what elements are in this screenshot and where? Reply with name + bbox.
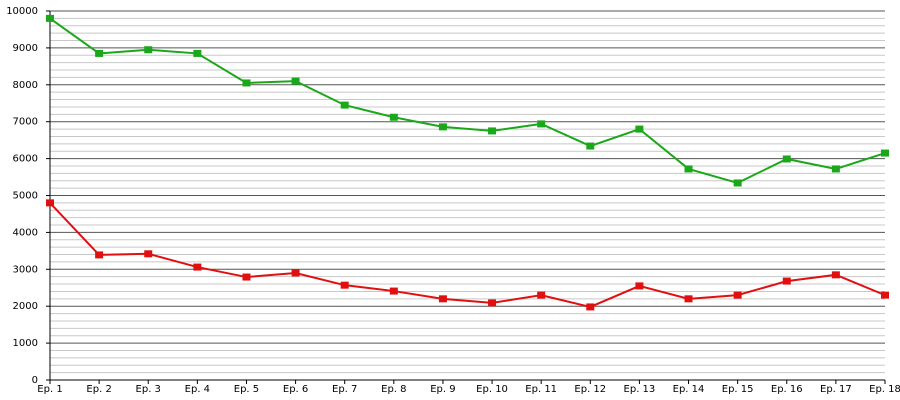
point-marker [291,77,300,85]
x-tick-label: Ep. 8 [381,384,406,395]
point-marker [46,14,54,22]
point-marker [733,179,742,187]
x-tick-label: Ep. 6 [283,384,308,395]
y-tick-label: 3000 [13,264,38,275]
y-tick-label: 2000 [13,301,38,312]
y-tick-label: 4000 [13,227,38,238]
point-marker [635,282,644,290]
series-line [49,17,886,185]
x-tick-label: Ep. 2 [86,384,111,395]
point-marker [340,281,349,289]
point-marker [46,199,54,207]
point-marker [291,269,300,277]
point-marker [193,263,202,271]
y-tick-label: 10000 [6,6,38,17]
x-tick-label: Ep. 17 [820,384,852,395]
x-tick-label: Ep. 1 [37,384,62,395]
point-marker [144,46,153,54]
x-tick-label: Ep. 12 [574,384,606,395]
point-marker [684,165,693,173]
point-marker [586,142,595,150]
point-marker [144,250,153,258]
point-marker [782,277,791,285]
point-marker [242,273,251,281]
point-marker [488,299,497,307]
y-tick-label: 5000 [13,191,38,202]
point-marker [733,291,742,299]
x-tick-label: Ep. 13 [624,384,656,395]
point-marker [193,49,202,57]
point-marker [340,101,349,109]
point-marker [389,287,398,295]
y-tick-label: 0 [32,375,38,386]
point-marker [881,149,889,157]
point-marker [881,291,889,299]
x-tick-label: Ep. 9 [430,384,455,395]
y-tick-label: 6000 [13,154,38,165]
y-tick-label: 9000 [13,43,38,54]
x-tick-label: Ep. 10 [476,384,508,395]
x-tick-label: Ep. 18 [869,384,900,395]
x-tick-label: Ep. 5 [234,384,259,395]
point-marker [831,165,840,173]
point-marker [438,295,447,303]
y-tick-label: 8000 [13,80,38,91]
point-marker [782,155,791,163]
point-marker [537,291,546,299]
point-marker [831,271,840,279]
x-tick-label: Ep. 14 [673,384,705,395]
point-marker [242,79,251,87]
x-tick-label: Ep. 7 [332,384,357,395]
y-tick-label: 1000 [13,338,38,349]
point-marker [537,120,546,128]
point-marker [95,251,104,259]
x-tick-label: Ep. 4 [185,384,210,395]
point-marker [586,303,595,311]
point-marker [438,123,447,131]
point-marker [635,125,644,133]
series-line [49,202,886,308]
x-tick-label: Ep. 16 [771,384,803,395]
point-marker [95,49,104,57]
x-tick-label: Ep. 15 [722,384,754,395]
point-marker [488,127,497,135]
x-tick-label: Ep. 3 [136,384,161,395]
point-marker [389,113,398,121]
y-tick-label: 7000 [13,117,38,128]
x-tick-label: Ep. 11 [525,384,557,395]
point-marker [684,295,693,303]
